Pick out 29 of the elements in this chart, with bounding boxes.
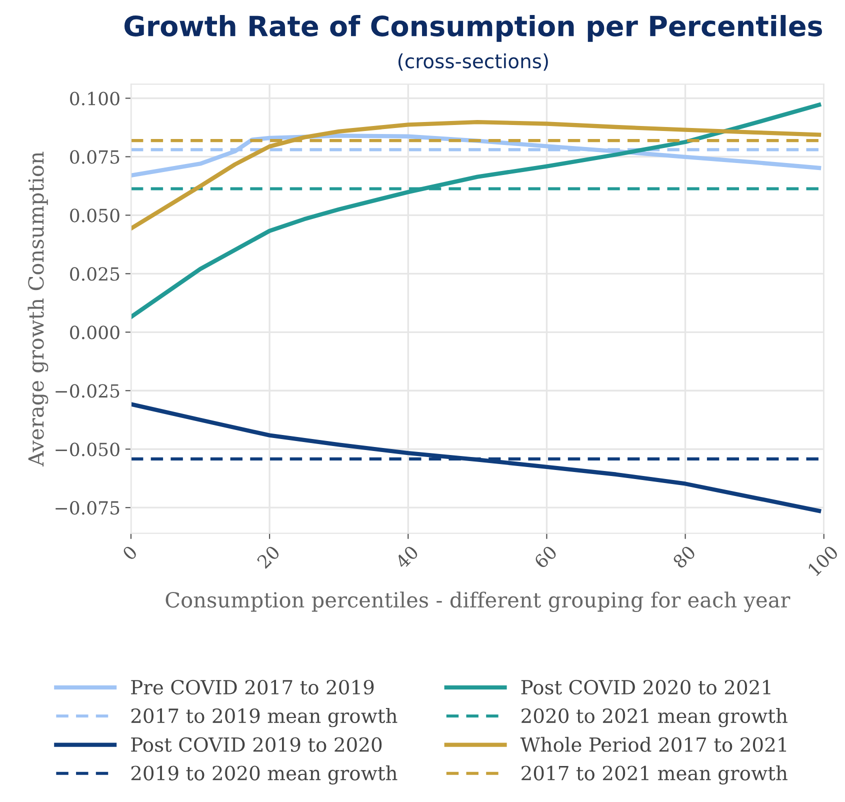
x-tick-label: 0 bbox=[122, 544, 138, 561]
y-tick-label: −0.025 bbox=[56, 384, 120, 398]
legend-label: Pre COVID 2017 to 2019 bbox=[131, 680, 374, 695]
x-tick-label: 100 bbox=[807, 544, 839, 576]
legend-label: Post COVID 2020 to 2021 bbox=[521, 680, 770, 695]
line-series bbox=[130, 402, 822, 513]
legend-label: 2019 to 2020 mean growth bbox=[131, 765, 398, 784]
x-tick-label: 20 bbox=[256, 544, 281, 570]
y-tick-label: 0.025 bbox=[70, 267, 120, 281]
legend-label: 2017 to 2021 mean growth bbox=[522, 765, 788, 784]
line-series bbox=[130, 120, 822, 231]
x-tick-label: 80 bbox=[672, 544, 696, 570]
y-tick-label: −0.050 bbox=[56, 442, 120, 456]
y-tick-label: 0.000 bbox=[70, 326, 120, 340]
legend-label: Whole Period 2017 to 2021 bbox=[520, 736, 786, 752]
legend-label: Post COVID 2019 to 2020 bbox=[131, 737, 382, 752]
x-axis-title: Consumption percentiles - different grouping for each year bbox=[166, 592, 790, 612]
legend-label: 2020 to 2021 mean growth bbox=[522, 708, 788, 728]
chart-title: Growth Rate of Consumption per Percentiles bbox=[124, 14, 822, 42]
x-tick-label: 60 bbox=[533, 544, 558, 570]
y-tick-label: −0.075 bbox=[56, 501, 120, 515]
y-tick-label: 0.100 bbox=[70, 92, 120, 106]
y-tick-label: 0.075 bbox=[70, 150, 120, 164]
y-tick-label: 0.050 bbox=[70, 208, 120, 222]
x-tick-label: 40 bbox=[394, 544, 420, 570]
line-series bbox=[130, 102, 822, 320]
legend-label: 2017 to 2019 mean growth bbox=[131, 708, 398, 728]
chart-subtitle: (cross-sections) bbox=[398, 53, 548, 71]
y-axis-title: Average growth Consumption bbox=[28, 152, 48, 466]
